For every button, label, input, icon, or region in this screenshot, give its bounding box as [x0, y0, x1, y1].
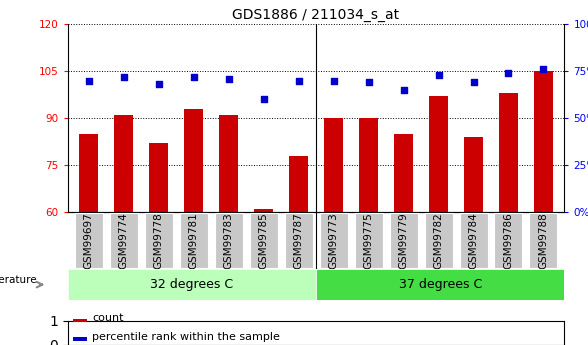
FancyBboxPatch shape: [389, 213, 417, 268]
Text: GSM99788: GSM99788: [539, 212, 549, 269]
Text: GSM99786: GSM99786: [503, 212, 513, 269]
Text: GSM99784: GSM99784: [469, 212, 479, 269]
FancyBboxPatch shape: [75, 213, 103, 268]
Bar: [534, 71, 553, 345]
FancyBboxPatch shape: [109, 213, 138, 268]
FancyBboxPatch shape: [495, 213, 523, 268]
Point: [504, 70, 513, 76]
Text: 37 degrees C: 37 degrees C: [399, 278, 482, 291]
Point: [84, 78, 93, 83]
Bar: [464, 137, 483, 345]
Bar: [324, 118, 343, 345]
Text: GSM99774: GSM99774: [119, 212, 129, 269]
Text: GSM99697: GSM99697: [83, 212, 93, 269]
Text: temperature: temperature: [0, 275, 37, 285]
Bar: [499, 93, 518, 345]
Text: GSM99781: GSM99781: [189, 212, 199, 269]
FancyBboxPatch shape: [179, 213, 208, 268]
Point: [469, 80, 478, 85]
FancyBboxPatch shape: [425, 213, 453, 268]
FancyBboxPatch shape: [459, 213, 487, 268]
FancyBboxPatch shape: [285, 213, 313, 268]
Bar: [79, 134, 98, 345]
FancyBboxPatch shape: [215, 213, 243, 268]
FancyBboxPatch shape: [319, 213, 348, 268]
Text: GSM99775: GSM99775: [363, 212, 373, 269]
Bar: [184, 109, 203, 345]
Bar: [72, 337, 88, 341]
Bar: [316, 269, 564, 300]
Bar: [114, 115, 133, 345]
Point: [259, 97, 268, 102]
FancyBboxPatch shape: [145, 213, 173, 268]
Point: [539, 67, 548, 72]
Text: GSM99785: GSM99785: [259, 212, 269, 269]
Text: GSM99787: GSM99787: [293, 212, 303, 269]
Point: [189, 74, 198, 80]
FancyBboxPatch shape: [249, 213, 278, 268]
Point: [224, 76, 233, 81]
Text: GSM99783: GSM99783: [223, 212, 233, 269]
Text: count: count: [92, 313, 124, 323]
Text: GSM99778: GSM99778: [153, 212, 163, 269]
Point: [294, 78, 303, 83]
Point: [434, 72, 443, 78]
Bar: [149, 143, 168, 345]
Bar: [68, 269, 316, 300]
Point: [119, 74, 128, 80]
FancyBboxPatch shape: [355, 213, 383, 268]
Point: [364, 80, 373, 85]
Text: GSM99782: GSM99782: [433, 212, 443, 269]
FancyBboxPatch shape: [529, 213, 557, 268]
Bar: [429, 96, 448, 345]
Bar: [254, 209, 273, 345]
Bar: [289, 156, 308, 345]
Bar: [72, 318, 88, 322]
Text: 32 degrees C: 32 degrees C: [151, 278, 233, 291]
Text: GSM99773: GSM99773: [329, 212, 339, 269]
Text: GSM99779: GSM99779: [399, 212, 409, 269]
Bar: [394, 134, 413, 345]
Text: percentile rank within the sample: percentile rank within the sample: [92, 332, 280, 342]
Bar: [359, 118, 378, 345]
Point: [154, 81, 163, 87]
Title: GDS1886 / 211034_s_at: GDS1886 / 211034_s_at: [232, 8, 400, 22]
Point: [329, 78, 338, 83]
Point: [399, 87, 408, 93]
Bar: [219, 115, 238, 345]
